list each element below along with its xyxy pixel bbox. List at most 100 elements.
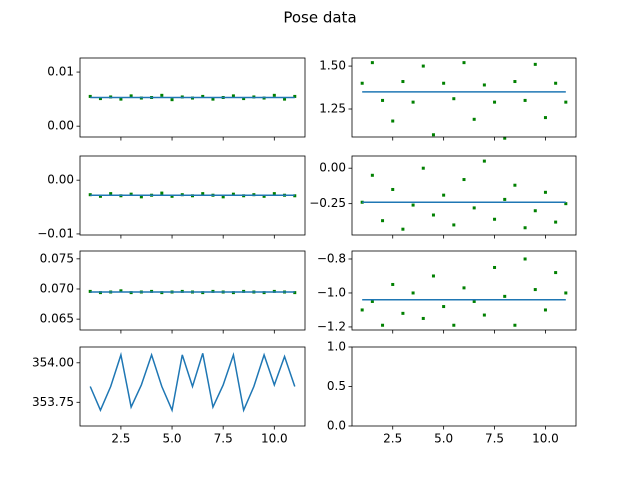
- point: [221, 195, 225, 199]
- point: [370, 173, 374, 177]
- point: [564, 291, 568, 295]
- y-tick-label: −0.25: [309, 196, 346, 210]
- point: [411, 291, 415, 295]
- point: [452, 97, 456, 101]
- point: [493, 217, 497, 221]
- figure-title: Pose data: [283, 9, 356, 27]
- y-tick-label: −0.8: [317, 251, 346, 265]
- point: [472, 206, 476, 210]
- y-tick-label: 0.01: [47, 65, 74, 79]
- point: [543, 190, 547, 194]
- point: [482, 159, 486, 163]
- y-tick-label: 0.070: [40, 281, 74, 295]
- point: [401, 311, 405, 315]
- axes-frame: [79, 155, 306, 236]
- x-tick-label: 5.0: [434, 432, 453, 446]
- point: [472, 117, 476, 121]
- point: [401, 80, 405, 84]
- y-tick-label: 0.075: [40, 251, 74, 265]
- point: [109, 192, 113, 196]
- axes-frame: [351, 155, 577, 236]
- point: [88, 94, 92, 98]
- line: [89, 351, 296, 413]
- point: [543, 116, 547, 120]
- y-tick-label: 354.00: [32, 355, 74, 369]
- point: [442, 193, 446, 197]
- point: [370, 61, 374, 65]
- point: [293, 291, 297, 295]
- point: [493, 100, 497, 104]
- point: [503, 197, 507, 201]
- point: [503, 136, 507, 140]
- point: [139, 195, 143, 199]
- point: [381, 219, 385, 223]
- point: [452, 223, 456, 227]
- point: [482, 313, 486, 317]
- y-tick-label: −0.01: [37, 226, 74, 240]
- point: [391, 187, 395, 191]
- axes-frame: [79, 57, 306, 138]
- point: [160, 191, 164, 195]
- point: [211, 97, 215, 101]
- point: [554, 81, 558, 85]
- point: [170, 194, 174, 198]
- point: [293, 94, 297, 98]
- point: [129, 94, 133, 98]
- point: [129, 192, 133, 196]
- point: [431, 274, 435, 278]
- point: [283, 97, 287, 101]
- axes-frame: [351, 250, 577, 331]
- point: [442, 305, 446, 309]
- point: [381, 323, 385, 327]
- point: [98, 97, 102, 101]
- point: [170, 98, 174, 102]
- point: [452, 323, 456, 327]
- point: [401, 227, 405, 231]
- point: [160, 93, 164, 97]
- point: [272, 192, 276, 196]
- axes-frame: [351, 57, 577, 138]
- point: [381, 98, 385, 102]
- y-tick-label: 0.00: [47, 119, 74, 133]
- y-tick-label: 0.5: [327, 379, 346, 393]
- y-tick-label: 0.065: [40, 312, 74, 326]
- point: [421, 166, 425, 170]
- point: [360, 81, 364, 85]
- axes-frame: [351, 346, 577, 427]
- y-tick-label: 1.0: [327, 340, 346, 354]
- y-tick-label: 1.50: [319, 59, 346, 73]
- point: [242, 97, 246, 101]
- x-tick-label: 10.0: [532, 432, 559, 446]
- point: [272, 93, 276, 97]
- point: [431, 213, 435, 217]
- point: [231, 192, 235, 196]
- point: [411, 100, 415, 104]
- y-tick-label: 0.00: [319, 161, 346, 175]
- axes-frame: [79, 346, 306, 427]
- y-tick-label: −1.0: [317, 285, 346, 299]
- point: [442, 81, 446, 85]
- point: [391, 282, 395, 286]
- point: [201, 94, 205, 98]
- point: [119, 97, 123, 101]
- point: [533, 288, 537, 292]
- x-tick-label: 7.5: [485, 432, 504, 446]
- point: [564, 100, 568, 104]
- point: [554, 271, 558, 275]
- point: [411, 203, 415, 207]
- point: [391, 119, 395, 123]
- y-tick-label: −1.2: [317, 319, 346, 333]
- point: [98, 194, 102, 198]
- point: [88, 193, 92, 197]
- x-tick-label: 7.5: [214, 432, 233, 446]
- x-tick-label: 2.5: [383, 432, 402, 446]
- point: [462, 178, 466, 182]
- x-tick-label: 10.0: [261, 432, 288, 446]
- point: [543, 308, 547, 312]
- point: [231, 94, 235, 98]
- point: [523, 226, 527, 230]
- axes-frame: [79, 250, 306, 331]
- point: [421, 64, 425, 68]
- y-tick-label: 1.25: [319, 102, 346, 116]
